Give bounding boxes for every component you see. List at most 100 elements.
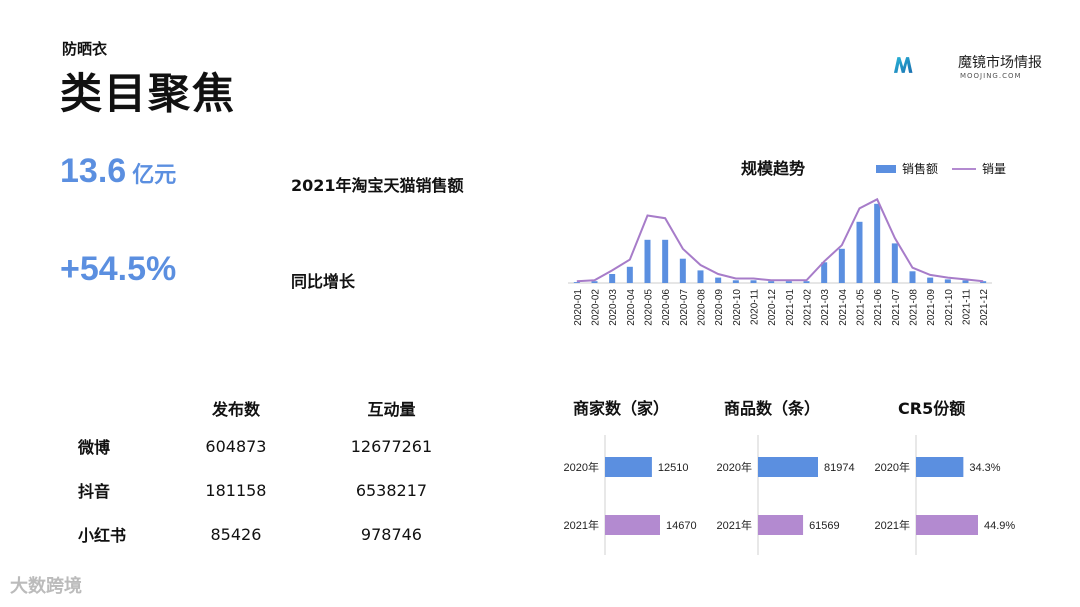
growth-value: +54.5% [60,250,177,288]
posts-value: 604873 [205,436,267,456]
x-tick-label: 2021-06 [873,289,884,326]
logo-domain: MOOJING.COM [960,72,1022,80]
x-tick-label: 2021-04 [838,289,849,326]
growth-label: 同比增长 [291,272,356,291]
category-label: 2020年 [875,460,910,474]
logo-name: 魔镜市场情报 [958,55,1042,71]
category-label: 2020年 [717,460,752,474]
trend-chart-title: 规模趋势 [741,159,806,178]
bar [758,457,818,477]
x-tick-label: 2020-11 [750,289,761,325]
data-label: 44.9% [984,520,1015,532]
platform-name: 微博 [78,438,111,457]
sales-bar [715,277,722,283]
bar [916,515,978,535]
sales-bar [697,270,704,283]
sales-bar [962,280,969,283]
merchants-chart: 2020年 12510 2021年 14670 [564,435,697,555]
merchants-chart-title: 商家数（家） [573,399,670,418]
sales-bar [838,248,845,283]
data-label: 81974 [824,462,855,474]
legend-bar-swatch [876,164,896,173]
sales-bar [750,280,757,283]
platform-name: 小红书 [78,526,127,545]
watermark: 大数跨境 [10,576,82,597]
legend-line-label: 销量 [982,162,1007,176]
sales-value: 13.6 [60,152,127,190]
posts-value: 181158 [205,480,267,500]
data-label: 61569 [809,520,840,532]
x-tick-label: 2021-08 [909,289,920,326]
data-label: 14670 [666,520,697,532]
sales-bar [662,239,669,283]
page-title: 类目聚焦 [60,69,237,118]
sales-bar [891,243,898,283]
sales-bar [573,282,580,283]
x-tick-label: 2020-04 [626,289,637,326]
table-row: 小红书 85426 978746 [60,512,480,556]
x-tick-label: 2021-12 [979,289,990,326]
category-label: 2020年 [564,460,599,474]
x-tick-label: 2020-02 [591,289,602,326]
moojing-logo-icon [893,57,913,73]
bar [916,457,964,477]
sales-bar [856,221,863,283]
x-tick-label: 2020-03 [608,289,619,326]
category-label: 2021年 [875,518,910,532]
data-label: 34.3% [969,462,1000,474]
sales-bar [626,266,633,283]
sales-bar [768,281,775,283]
sales-unit: 亿元 [132,162,177,187]
data-label: 12510 [658,462,689,474]
cr5-chart-title: CR5份额 [898,399,966,418]
legend-line-swatch [952,167,977,170]
sales-kpi: 13.6 亿元 [60,152,176,191]
bar [605,515,660,535]
x-tick-label: 2021-05 [856,289,867,326]
x-tick-label: 2020-07 [679,289,690,326]
x-tick-label: 2021-02 [803,289,814,326]
sales-bar [609,274,616,283]
social-header-posts: 发布数 [211,400,260,419]
sales-bar [821,262,828,283]
sales-bar [732,280,739,283]
x-tick-label: 2020-08 [697,289,708,326]
bar [758,515,804,535]
sales-bar [909,271,916,283]
x-tick-label: 2020-10 [732,289,743,326]
bar [605,457,652,477]
category-subtitle: 防晒衣 [62,40,108,58]
x-tick-label: 2020-05 [644,289,655,326]
x-tick-label: 2021-11 [962,289,973,325]
trend-legend: 销售额 销量 [876,160,1006,177]
interactions-value: 12677261 [350,436,433,456]
trend-chart: 2020-01 2020-02 2020-03 2020-04 2020-05 2020-… [568,197,992,326]
products-chart: 2020年 81974 2021年 61569 [717,435,855,555]
x-tick-label: 2021-01 [785,289,796,326]
sales-bar [679,258,686,283]
sales-label: 2021年淘宝天猫销售额 [291,176,464,195]
platform-name: 抖音 [78,482,111,501]
legend-bar-label: 销售额 [902,162,939,176]
social-header-blank [60,392,169,424]
sales-bar [785,281,792,283]
table-row: 微博 604873 12677261 [60,424,480,468]
sales-bar [927,277,934,283]
interactions-value: 978746 [360,524,422,544]
table-row: 抖音 181158 6538217 [60,468,480,512]
sales-bar [644,239,651,283]
category-label: 2021年 [717,518,752,532]
social-header-interactions: 互动量 [367,400,416,419]
x-tick-label: 2020-12 [767,289,778,326]
category-label: 2021年 [564,518,599,532]
sales-bar [803,281,810,283]
sales-bar [591,281,598,283]
social-table: 发布数 互动量 微博 604873 12677261 抖音 181158 653… [60,392,480,556]
posts-value: 85426 [210,524,262,544]
sales-bar [944,279,951,283]
x-tick-label: 2020-09 [714,289,725,326]
sales-bar [874,203,881,283]
x-tick-label: 2021-03 [820,289,831,326]
cr5-chart: 2020年 34.3% 2021年 44.9% [875,435,1015,555]
products-chart-title: 商品数（条） [724,399,821,418]
